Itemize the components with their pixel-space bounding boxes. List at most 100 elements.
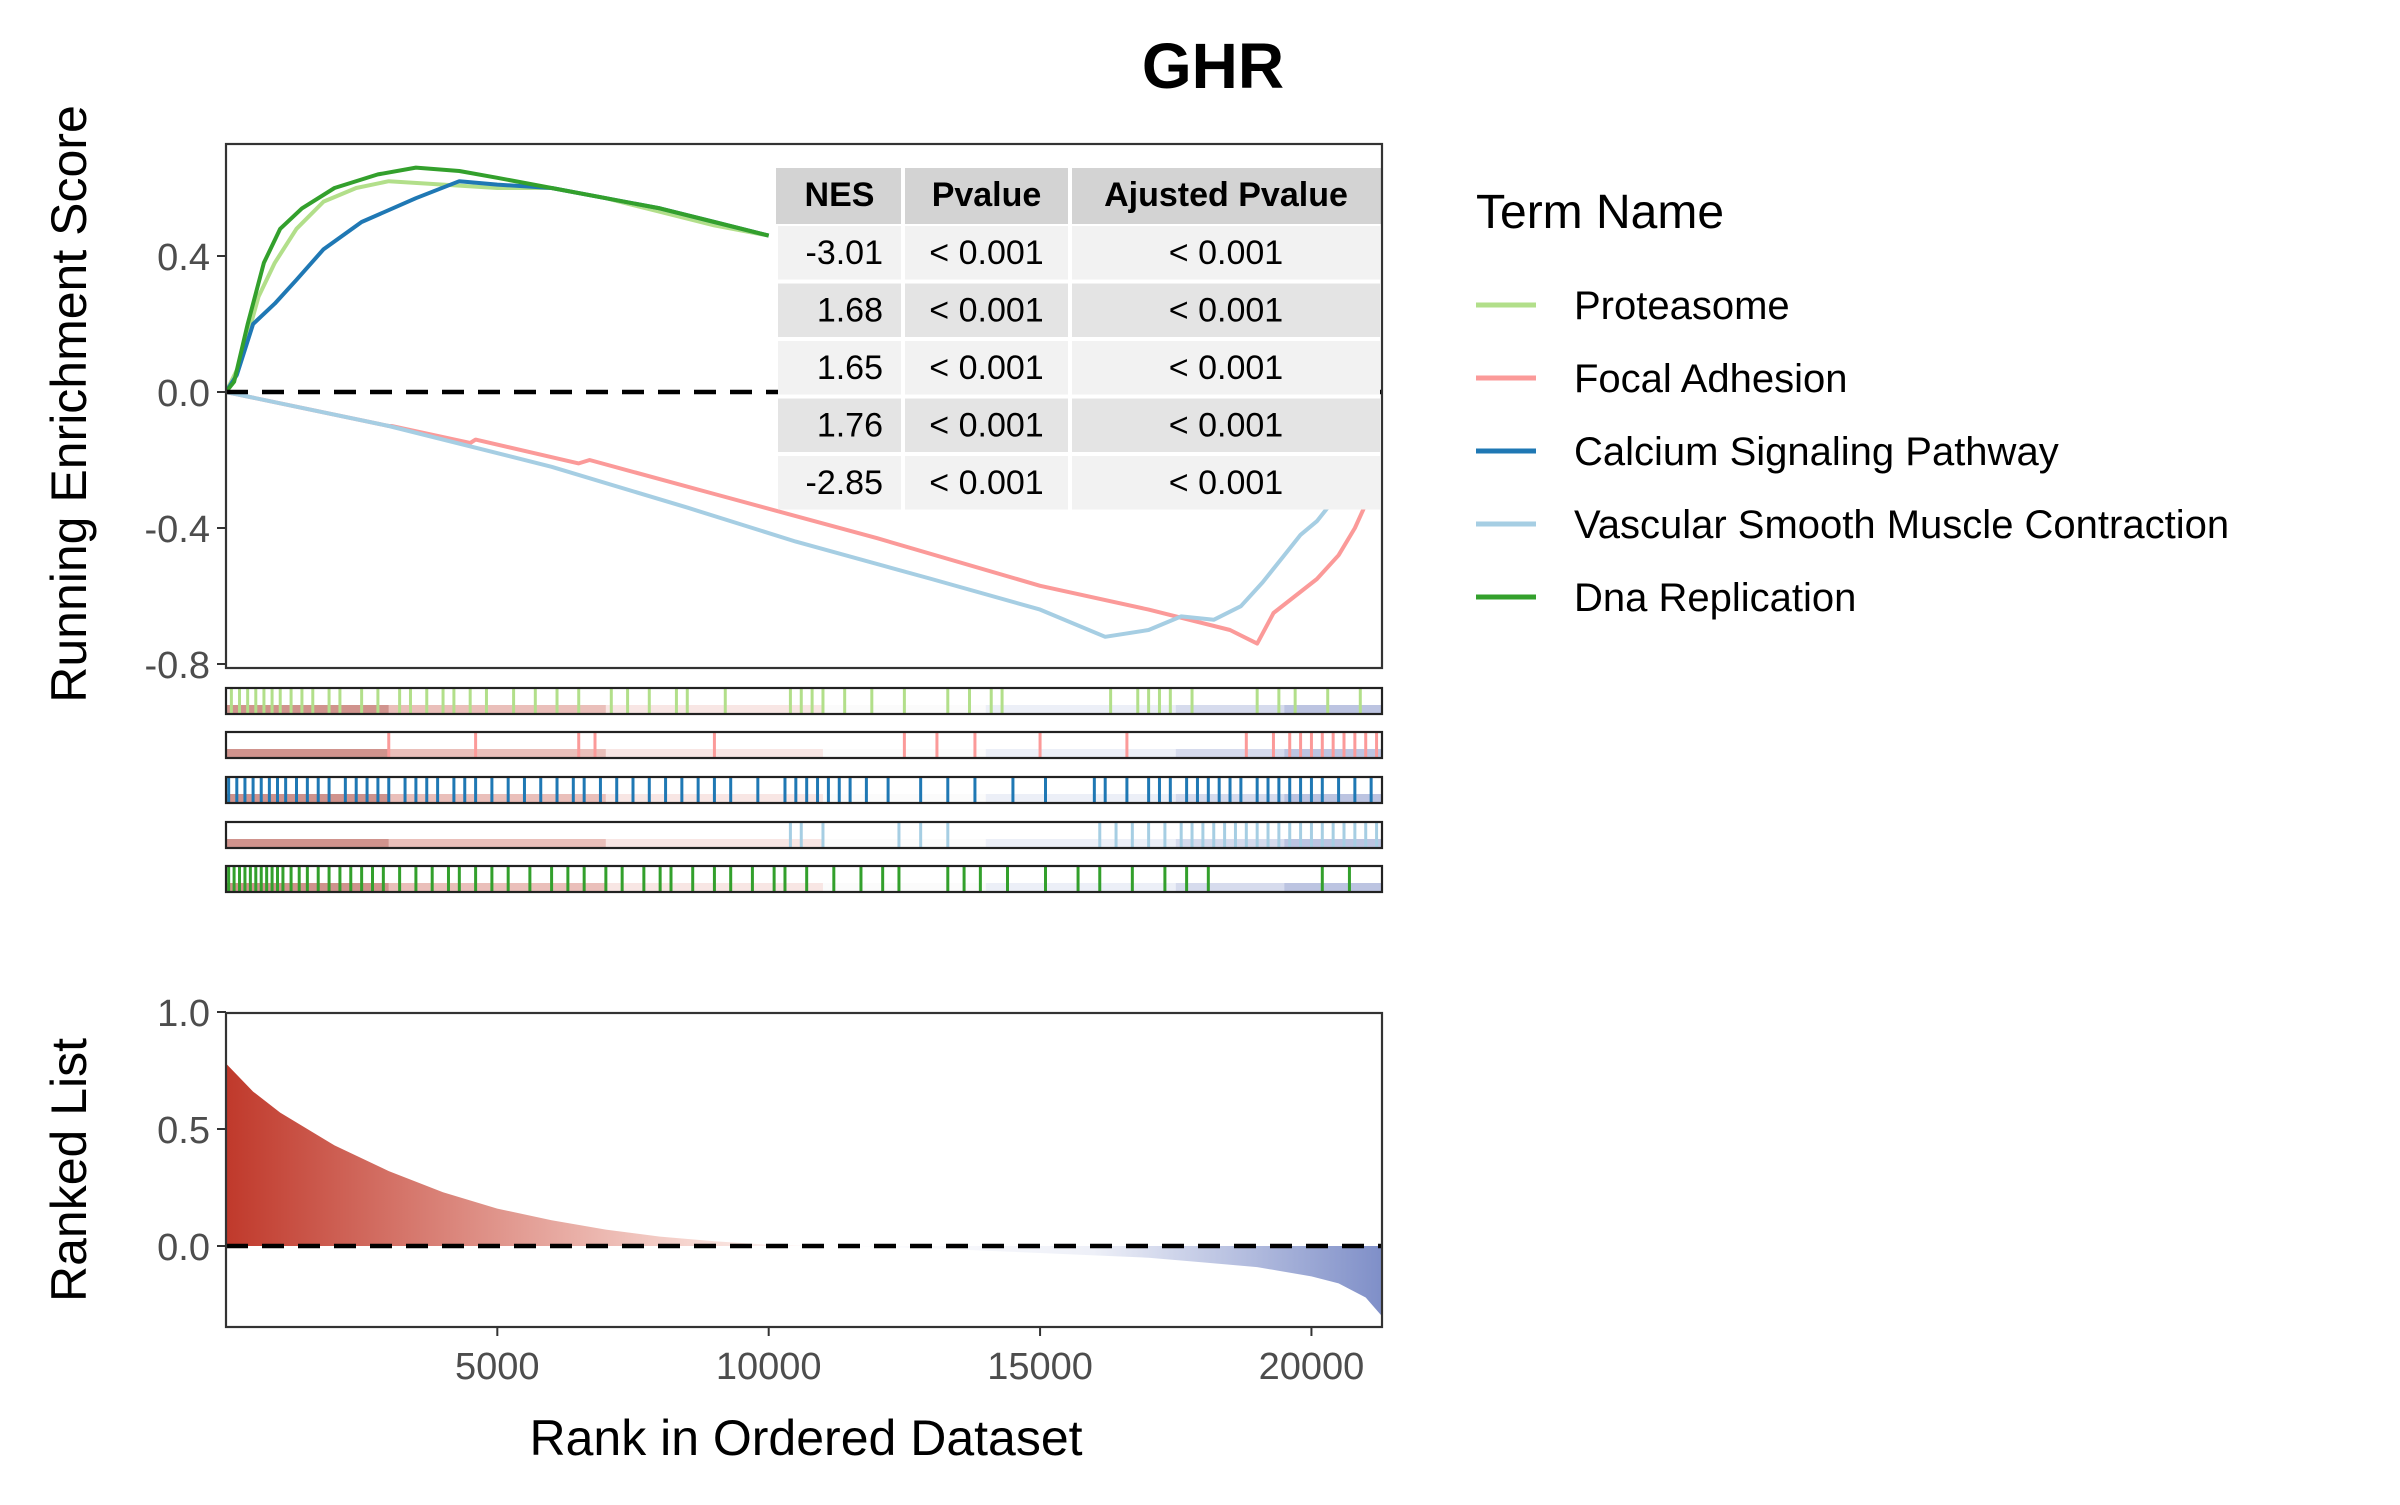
hit-track-strip — [985, 883, 1176, 892]
hit-track-focal-adhesion — [224, 730, 1384, 760]
table-cell-bg — [778, 456, 901, 510]
hit-track-strip — [225, 839, 389, 848]
hit-track-strip — [822, 839, 986, 848]
es-line-proteasome — [226, 179, 770, 393]
table-cell-bg — [1072, 341, 1380, 395]
rank-xtick-label: 10000 — [716, 1346, 822, 1388]
es-line-vascular-smooth-muscle-contraction — [226, 390, 1341, 639]
hit-track-strip — [822, 794, 986, 803]
table-cell-bg — [905, 398, 1068, 452]
ranked-list-area — [226, 1063, 1382, 1317]
table-cell-bg — [905, 226, 1068, 280]
es-panel-border — [224, 142, 1384, 670]
hit-track-strip — [388, 749, 606, 758]
hit-track-strip — [1284, 705, 1382, 714]
rank-ytick-label: 1.0 — [157, 993, 210, 1035]
table-cell: < 0.001 — [1169, 464, 1283, 502]
table-cell: 1.76 — [817, 407, 883, 445]
table-cell-bg — [778, 341, 901, 395]
table-cell-bg — [1072, 226, 1380, 280]
rank-xtick-label: 5000 — [455, 1346, 540, 1388]
rank-xtick-label: 15000 — [987, 1346, 1093, 1388]
table-cell-bg — [778, 283, 901, 337]
hit-track-strip — [822, 883, 986, 892]
table-cell: < 0.001 — [929, 292, 1043, 330]
x-axis-label: Rank in Ordered Dataset — [529, 1410, 1082, 1466]
hit-track-strip — [1175, 839, 1285, 848]
hit-track-calcium-signaling-pathway — [224, 775, 1384, 805]
es-ytick-label: -0.4 — [145, 509, 210, 551]
rank-xtick-label: 20000 — [1259, 1346, 1365, 1388]
hit-track-strip — [225, 705, 389, 714]
chart-title: GHR — [1142, 30, 1284, 102]
legend-label-calcium-signaling-pathway: Calcium Signaling Pathway — [1574, 430, 2059, 474]
hit-track-proteasome — [224, 686, 1384, 716]
table-cell-bg — [1072, 283, 1380, 337]
table-header-ajusted-pvalue: Ajusted Pvalue — [1104, 176, 1348, 214]
hit-track-strip — [985, 839, 1176, 848]
table-cell: < 0.001 — [1169, 349, 1283, 387]
legend-label-proteasome: Proteasome — [1574, 284, 1790, 328]
chart-body: 0.4 0.0 -0.4 -0.8 NES Pvalue Ajusted Pvalue -3.… — [145, 142, 2229, 1388]
hit-track-border — [224, 730, 1384, 760]
table-cell-bg — [905, 456, 1068, 510]
table-cell-bg — [905, 283, 1068, 337]
hit-track-strip — [225, 749, 389, 758]
table-cell: < 0.001 — [1169, 234, 1283, 272]
hit-track-strip — [388, 794, 606, 803]
table-header-bg — [776, 168, 1382, 224]
hit-track-strip — [985, 749, 1176, 758]
legend-label-vascular-smooth-muscle-contraction: Vascular Smooth Muscle Contraction — [1574, 503, 2229, 547]
table-cell-bg — [778, 398, 901, 452]
hit-track-strip — [388, 839, 606, 848]
y-axis-label-top: Running Enrichment Score — [41, 105, 97, 703]
hit-track-strip — [985, 794, 1176, 803]
hit-track-strip — [605, 705, 823, 714]
table-cell: -2.85 — [806, 464, 884, 502]
hit-track-dna-replication — [224, 864, 1384, 894]
es-line-focal-adhesion — [226, 390, 1378, 646]
table-header-pvalue: Pvalue — [932, 176, 1042, 214]
table-cell: < 0.001 — [929, 234, 1043, 272]
es-ytick-label: 0.0 — [157, 373, 210, 415]
rank-ytick-label: 0.5 — [157, 1110, 210, 1152]
legend-title: Term Name — [1476, 186, 1724, 239]
es-ytick-label: -0.8 — [145, 645, 210, 687]
table-cell: -3.01 — [806, 234, 884, 272]
y-axis-label-bottom: Ranked List — [41, 1038, 97, 1302]
hit-track-border — [224, 686, 1384, 716]
hit-track-strip — [1284, 883, 1382, 892]
table-cell-bg — [1072, 456, 1380, 510]
hit-track-border — [224, 820, 1384, 850]
hit-track-strip — [985, 705, 1176, 714]
es-lines — [226, 165, 1378, 646]
es-line-dna-replication — [226, 165, 770, 394]
hit-track-strip — [1175, 883, 1285, 892]
table-cell: < 0.001 — [1169, 292, 1283, 330]
table-cell: < 0.001 — [1169, 407, 1283, 445]
hit-track-strip — [388, 883, 606, 892]
es-ytick-label: 0.4 — [157, 237, 210, 279]
legend-label-dna-replication: Dna Replication — [1574, 576, 1856, 620]
rank-panel-border — [224, 1011, 1384, 1329]
table-cell: < 0.001 — [929, 464, 1043, 502]
table-cell: 1.65 — [817, 349, 883, 387]
hit-track-strip — [1175, 749, 1285, 758]
hit-track-strip — [605, 839, 823, 848]
hit-track-vascular-smooth-muscle-contraction — [224, 820, 1384, 850]
table-cell-bg — [905, 341, 1068, 395]
legend-label-focal-adhesion: Focal Adhesion — [1574, 357, 1848, 401]
rank-ytick-label: 0.0 — [157, 1227, 210, 1269]
table-cell: < 0.001 — [929, 349, 1043, 387]
table-cell-bg — [778, 226, 901, 280]
hit-track-strip — [1284, 794, 1382, 803]
table-cell: < 0.001 — [929, 407, 1043, 445]
table-cell-bg — [1072, 398, 1380, 452]
hit-track-border — [224, 775, 1384, 805]
hit-track-border — [224, 864, 1384, 894]
hit-track-strip — [1175, 705, 1285, 714]
hit-track-strip — [388, 705, 606, 714]
table-cell: 1.68 — [817, 292, 883, 330]
